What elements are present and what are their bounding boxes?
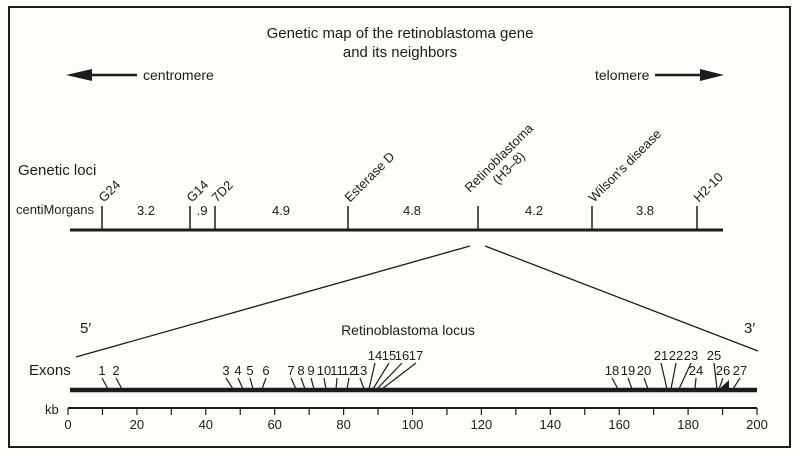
exon-label-21: 21 bbox=[653, 348, 669, 363]
exon-label-20: 20 bbox=[636, 363, 652, 378]
centimorgans-axis-label: centiMorgans bbox=[16, 202, 95, 217]
exon-leader-24 bbox=[694, 377, 697, 390]
exon-label-19: 19 bbox=[620, 363, 636, 378]
five-prime-label: 5′ bbox=[80, 320, 92, 337]
exon-label-8: 8 bbox=[297, 363, 305, 378]
exon-leader-11 bbox=[335, 377, 338, 390]
exon-leader-18 bbox=[611, 377, 619, 390]
exon-leader-9 bbox=[310, 377, 315, 390]
exon-label-10: 10 bbox=[316, 363, 332, 378]
kb-tick-label-120: 120 bbox=[470, 417, 493, 432]
exon-label-4: 4 bbox=[234, 363, 242, 378]
telomere-label: telomere bbox=[595, 67, 650, 83]
kb-tick-label-160: 160 bbox=[608, 417, 631, 432]
centimorgan-value: 4.9 bbox=[271, 203, 291, 218]
exon-leader-15 bbox=[372, 362, 390, 390]
exon-leader-20 bbox=[643, 377, 649, 390]
exon-label-18: 18 bbox=[604, 363, 620, 378]
exon-leader-7 bbox=[290, 377, 297, 390]
exon-label-26: 26 bbox=[715, 363, 731, 378]
exon-leader-1 bbox=[101, 377, 109, 390]
exon-label-11: 11 bbox=[330, 363, 344, 378]
centimorgan-value: 3.8 bbox=[635, 203, 655, 218]
zoom-connector-left bbox=[75, 245, 471, 358]
exon-label-3: 3 bbox=[222, 363, 230, 378]
figure-title: Genetic map of the retinoblastoma gene a… bbox=[150, 24, 650, 62]
kb-tick-label-20: 20 bbox=[129, 417, 145, 432]
figure-title-line2: and its neighbors bbox=[342, 44, 458, 61]
centimorgan-value: 4.8 bbox=[402, 203, 422, 218]
figure-title-line1: Genetic map of the retinoblastoma gene bbox=[266, 25, 534, 42]
exon-leader-27 bbox=[732, 377, 741, 390]
exon-leader-21 bbox=[660, 362, 668, 390]
centromere-label: centromere bbox=[143, 67, 214, 83]
exon-label-13: 13 bbox=[352, 363, 368, 378]
exon-label-23: 23 bbox=[683, 348, 699, 363]
exon-leader-14 bbox=[368, 362, 376, 390]
exon-leader-26 bbox=[718, 377, 724, 390]
exon-leader-8 bbox=[300, 377, 306, 390]
exon-leader-5 bbox=[249, 377, 254, 390]
kb-tick-label-60: 60 bbox=[267, 417, 282, 432]
exon-leader-10 bbox=[323, 377, 327, 390]
exon-label-9: 9 bbox=[307, 363, 315, 378]
telomere-arrow-icon bbox=[655, 69, 724, 81]
exon-label-24: 24 bbox=[688, 363, 704, 378]
exon-label-25: 25 bbox=[706, 348, 722, 363]
exon-leader-19 bbox=[627, 377, 633, 390]
exon-label-17: 17 bbox=[408, 348, 424, 363]
centimorgan-value: .9 bbox=[196, 203, 208, 218]
exon-leader-3 bbox=[225, 377, 234, 390]
exon-leader-16 bbox=[376, 362, 403, 390]
centimorgan-value: 3.2 bbox=[136, 203, 156, 218]
exon-label-27: 27 bbox=[732, 363, 748, 378]
exon-label-16: 16 bbox=[394, 348, 410, 363]
exon-label-6: 6 bbox=[262, 363, 270, 378]
exon-leader-12 bbox=[346, 377, 350, 390]
kb-tick-label-100: 100 bbox=[401, 417, 424, 432]
exon-label-15: 15 bbox=[381, 348, 397, 363]
exon-label-22: 22 bbox=[668, 348, 684, 363]
exon-leader-2 bbox=[115, 377, 123, 390]
kb-tick-label-140: 140 bbox=[539, 417, 562, 432]
kb-tick-label-40: 40 bbox=[198, 417, 214, 432]
kb-tick-label-80: 80 bbox=[336, 417, 351, 432]
kb-tick-label-0: 0 bbox=[64, 417, 72, 432]
exon-label-1: 1 bbox=[98, 363, 106, 378]
kb-axis-label: kb bbox=[45, 402, 59, 417]
exon-leader-6 bbox=[261, 377, 267, 390]
exon-leader-17 bbox=[381, 362, 417, 390]
locus-title: Retinoblastoma locus bbox=[341, 322, 475, 338]
exon-label-7: 7 bbox=[287, 363, 295, 378]
exon-leader-22 bbox=[670, 362, 677, 390]
exon-leader-25 bbox=[713, 362, 718, 390]
exon-label-5: 5 bbox=[246, 363, 254, 378]
genetic-loci-axis-label: Genetic loci bbox=[18, 162, 97, 179]
exon-label-2: 2 bbox=[112, 363, 120, 378]
exon-26-solid-block bbox=[716, 380, 729, 392]
zoom-connector-right bbox=[484, 245, 759, 352]
three-prime-label: 3′ bbox=[744, 320, 756, 337]
kb-tick-label-200: 200 bbox=[746, 417, 768, 432]
exon-leader-23 bbox=[678, 362, 692, 390]
exons-axis-label: Exons bbox=[29, 362, 71, 379]
exon-leader-4 bbox=[237, 377, 244, 390]
exon-label-14: 14 bbox=[367, 348, 383, 363]
centimorgan-value: 4.2 bbox=[524, 203, 544, 218]
centromere-arrow-icon bbox=[66, 69, 137, 81]
figure-frame bbox=[8, 6, 791, 448]
kb-tick-label-180: 180 bbox=[677, 417, 699, 432]
exon-leader-13 bbox=[359, 377, 365, 390]
exon-label-12: 12 bbox=[341, 363, 357, 378]
